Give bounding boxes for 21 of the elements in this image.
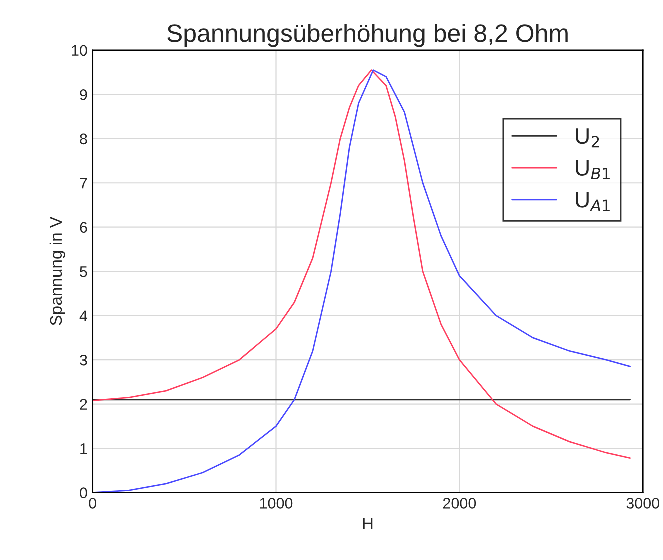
y-axis-title: Spannung in V: [50, 216, 66, 326]
y-tick-label: 10: [72, 45, 88, 56]
y-tick-label: 0: [80, 488, 88, 498]
y-tick-label: 5: [80, 266, 88, 278]
chart-title: Spannungsüberhöhung bei 8,2 Ohm: [168, 24, 568, 48]
y-tick-label: 6: [80, 222, 88, 234]
y-tick-label: 7: [80, 178, 88, 189]
y-tick-label: 3: [80, 354, 88, 366]
x-axis-title: H: [363, 518, 373, 530]
legend-label: U$_{2}$: [576, 128, 600, 148]
y-tick-label: 2: [80, 399, 88, 410]
y-tick-label: 4: [80, 310, 88, 322]
legend-label: U$_{A1}$: [576, 192, 610, 212]
legend-label: U$_{B1}$: [576, 160, 610, 180]
y-tick-label: 8: [80, 134, 88, 145]
x-tick-label: 3000: [626, 498, 660, 509]
y-tick-label: 1: [80, 444, 88, 454]
y-tick-label: 9: [80, 90, 88, 100]
x-tick-label: 0: [89, 498, 96, 509]
x-tick-label: 2000: [443, 498, 476, 509]
x-tick-label: 1000: [260, 498, 293, 509]
